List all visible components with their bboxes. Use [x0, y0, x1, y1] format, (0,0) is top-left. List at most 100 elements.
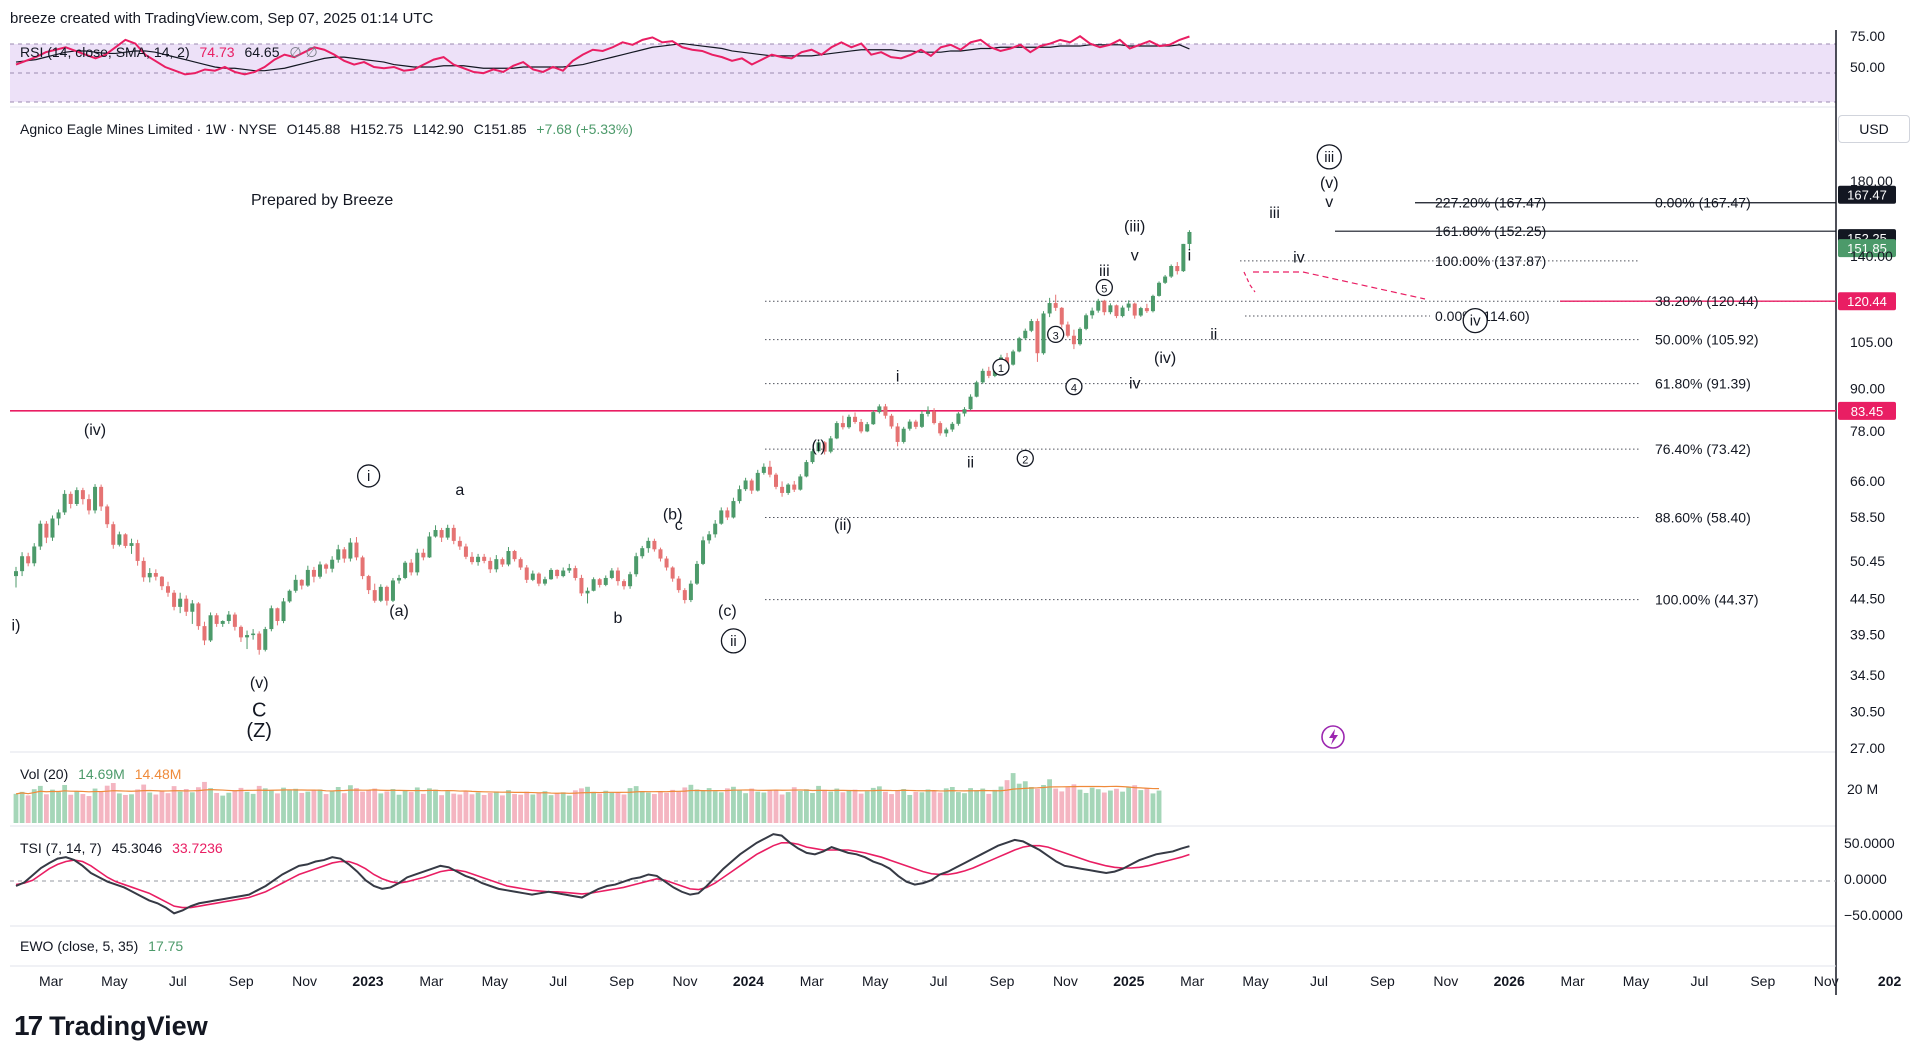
candle-body	[324, 564, 329, 569]
candle-body	[1035, 321, 1040, 354]
candle-body	[901, 428, 906, 442]
time-axis-label: Mar	[800, 973, 824, 989]
volume-bar	[828, 791, 834, 823]
candle-body	[451, 527, 456, 541]
candle-body	[628, 574, 633, 587]
candle-body	[348, 542, 353, 559]
currency-button[interactable]: USD	[1838, 115, 1910, 143]
volume-bar	[420, 793, 426, 823]
candle-body	[707, 534, 712, 541]
volume-bar	[931, 790, 937, 823]
candle-body	[378, 586, 383, 601]
fib-level-label: 50.00% (105.92)	[1655, 332, 1759, 348]
rsi-legend[interactable]: RSI (14, close, SMA, 14, 2) 74.73 64.65 …	[20, 44, 318, 61]
candle-body	[269, 608, 274, 630]
candle-body	[32, 546, 37, 564]
candle-body	[871, 412, 876, 425]
volume-bar	[177, 791, 183, 823]
candle-body	[1144, 308, 1149, 312]
volume-bar	[907, 794, 913, 823]
price-axis-tick: 78.00	[1850, 423, 1885, 439]
wave-label-circle	[992, 358, 1010, 376]
volume-legend[interactable]: Vol (20) 14.69M 14.48M	[20, 766, 181, 782]
volume-ma-value: 14.48M	[134, 766, 182, 782]
volume-bar	[1035, 788, 1040, 823]
volume-bar	[268, 790, 274, 823]
volume-bar	[627, 788, 633, 823]
candle-body	[214, 615, 219, 624]
volume-bar	[585, 786, 590, 823]
candle-body	[50, 518, 55, 538]
volume-bar	[658, 791, 663, 823]
price-tag	[1838, 292, 1896, 311]
candle-body	[342, 549, 347, 559]
candle-body	[597, 579, 602, 585]
volume-bar	[299, 792, 305, 823]
wave-label: v	[1325, 194, 1333, 211]
time-axis-label: 2024	[733, 973, 764, 989]
volume-bar	[153, 794, 159, 823]
candle-body	[202, 626, 207, 641]
candle-body	[372, 590, 377, 601]
candle-body	[980, 370, 985, 383]
candle-body	[397, 577, 402, 581]
candle-body	[403, 562, 408, 578]
volume-bar	[712, 791, 718, 823]
candle-body	[105, 506, 110, 525]
ewo-legend[interactable]: EWO (close, 5, 35) 17.75	[20, 938, 183, 954]
candle-body	[585, 590, 590, 594]
volume-bar	[791, 787, 797, 823]
volume-bar	[323, 794, 329, 823]
volume-bar	[968, 788, 973, 823]
volume-bar	[1047, 779, 1052, 823]
wave-label: C	[252, 700, 266, 722]
candle-body	[117, 534, 122, 545]
volume-bar	[493, 791, 499, 823]
price-axis-tick: 44.50	[1850, 591, 1885, 607]
volume-bar	[220, 795, 226, 823]
volume-bar	[700, 790, 706, 823]
candle-body	[1047, 303, 1052, 314]
candle-body	[226, 614, 231, 622]
candle-body	[986, 370, 991, 376]
candle-body	[111, 524, 116, 545]
volume-bar	[566, 795, 572, 823]
price-tag-label: 120.44	[1847, 294, 1887, 309]
time-axis-label: May	[482, 973, 508, 989]
volume-bar	[1004, 780, 1010, 823]
volume-bar	[354, 788, 359, 823]
candle-body	[530, 573, 535, 580]
volume-bar	[518, 794, 524, 823]
tsi-legend[interactable]: TSI (7, 14, 7) 45.3046 33.7236	[20, 840, 223, 856]
candle-body	[86, 499, 91, 511]
candle-body	[141, 560, 146, 578]
volume-bar	[554, 793, 560, 823]
tradingview-logo[interactable]: 17 TradingView	[14, 1010, 208, 1042]
candle-body	[305, 569, 310, 586]
wave-label-circle	[1016, 449, 1034, 468]
ewo-value: 17.75	[148, 938, 184, 954]
volume-bar	[755, 791, 761, 823]
volume-bar	[226, 792, 232, 823]
volume-bar	[676, 791, 682, 823]
volume-bar	[542, 791, 548, 823]
price-tag	[1838, 401, 1896, 420]
volume-bar	[980, 788, 986, 823]
candle-body	[68, 493, 73, 504]
time-axis-label: Jul	[549, 973, 567, 989]
candle-body	[919, 413, 924, 427]
candle-body	[1175, 266, 1180, 272]
candle-body	[99, 486, 104, 507]
volume-bar	[256, 785, 262, 823]
main-legend[interactable]: Agnico Eagle Mines Limited · 1W · NYSE O…	[20, 121, 633, 137]
volume-bar	[487, 792, 493, 823]
wave-label: 5	[1101, 284, 1107, 296]
candle-body	[1120, 307, 1125, 317]
volume-bar	[512, 794, 517, 823]
candle-body	[1126, 303, 1131, 308]
candle-body	[907, 421, 912, 429]
volume-bar	[311, 790, 317, 823]
volume-bar	[694, 789, 700, 823]
